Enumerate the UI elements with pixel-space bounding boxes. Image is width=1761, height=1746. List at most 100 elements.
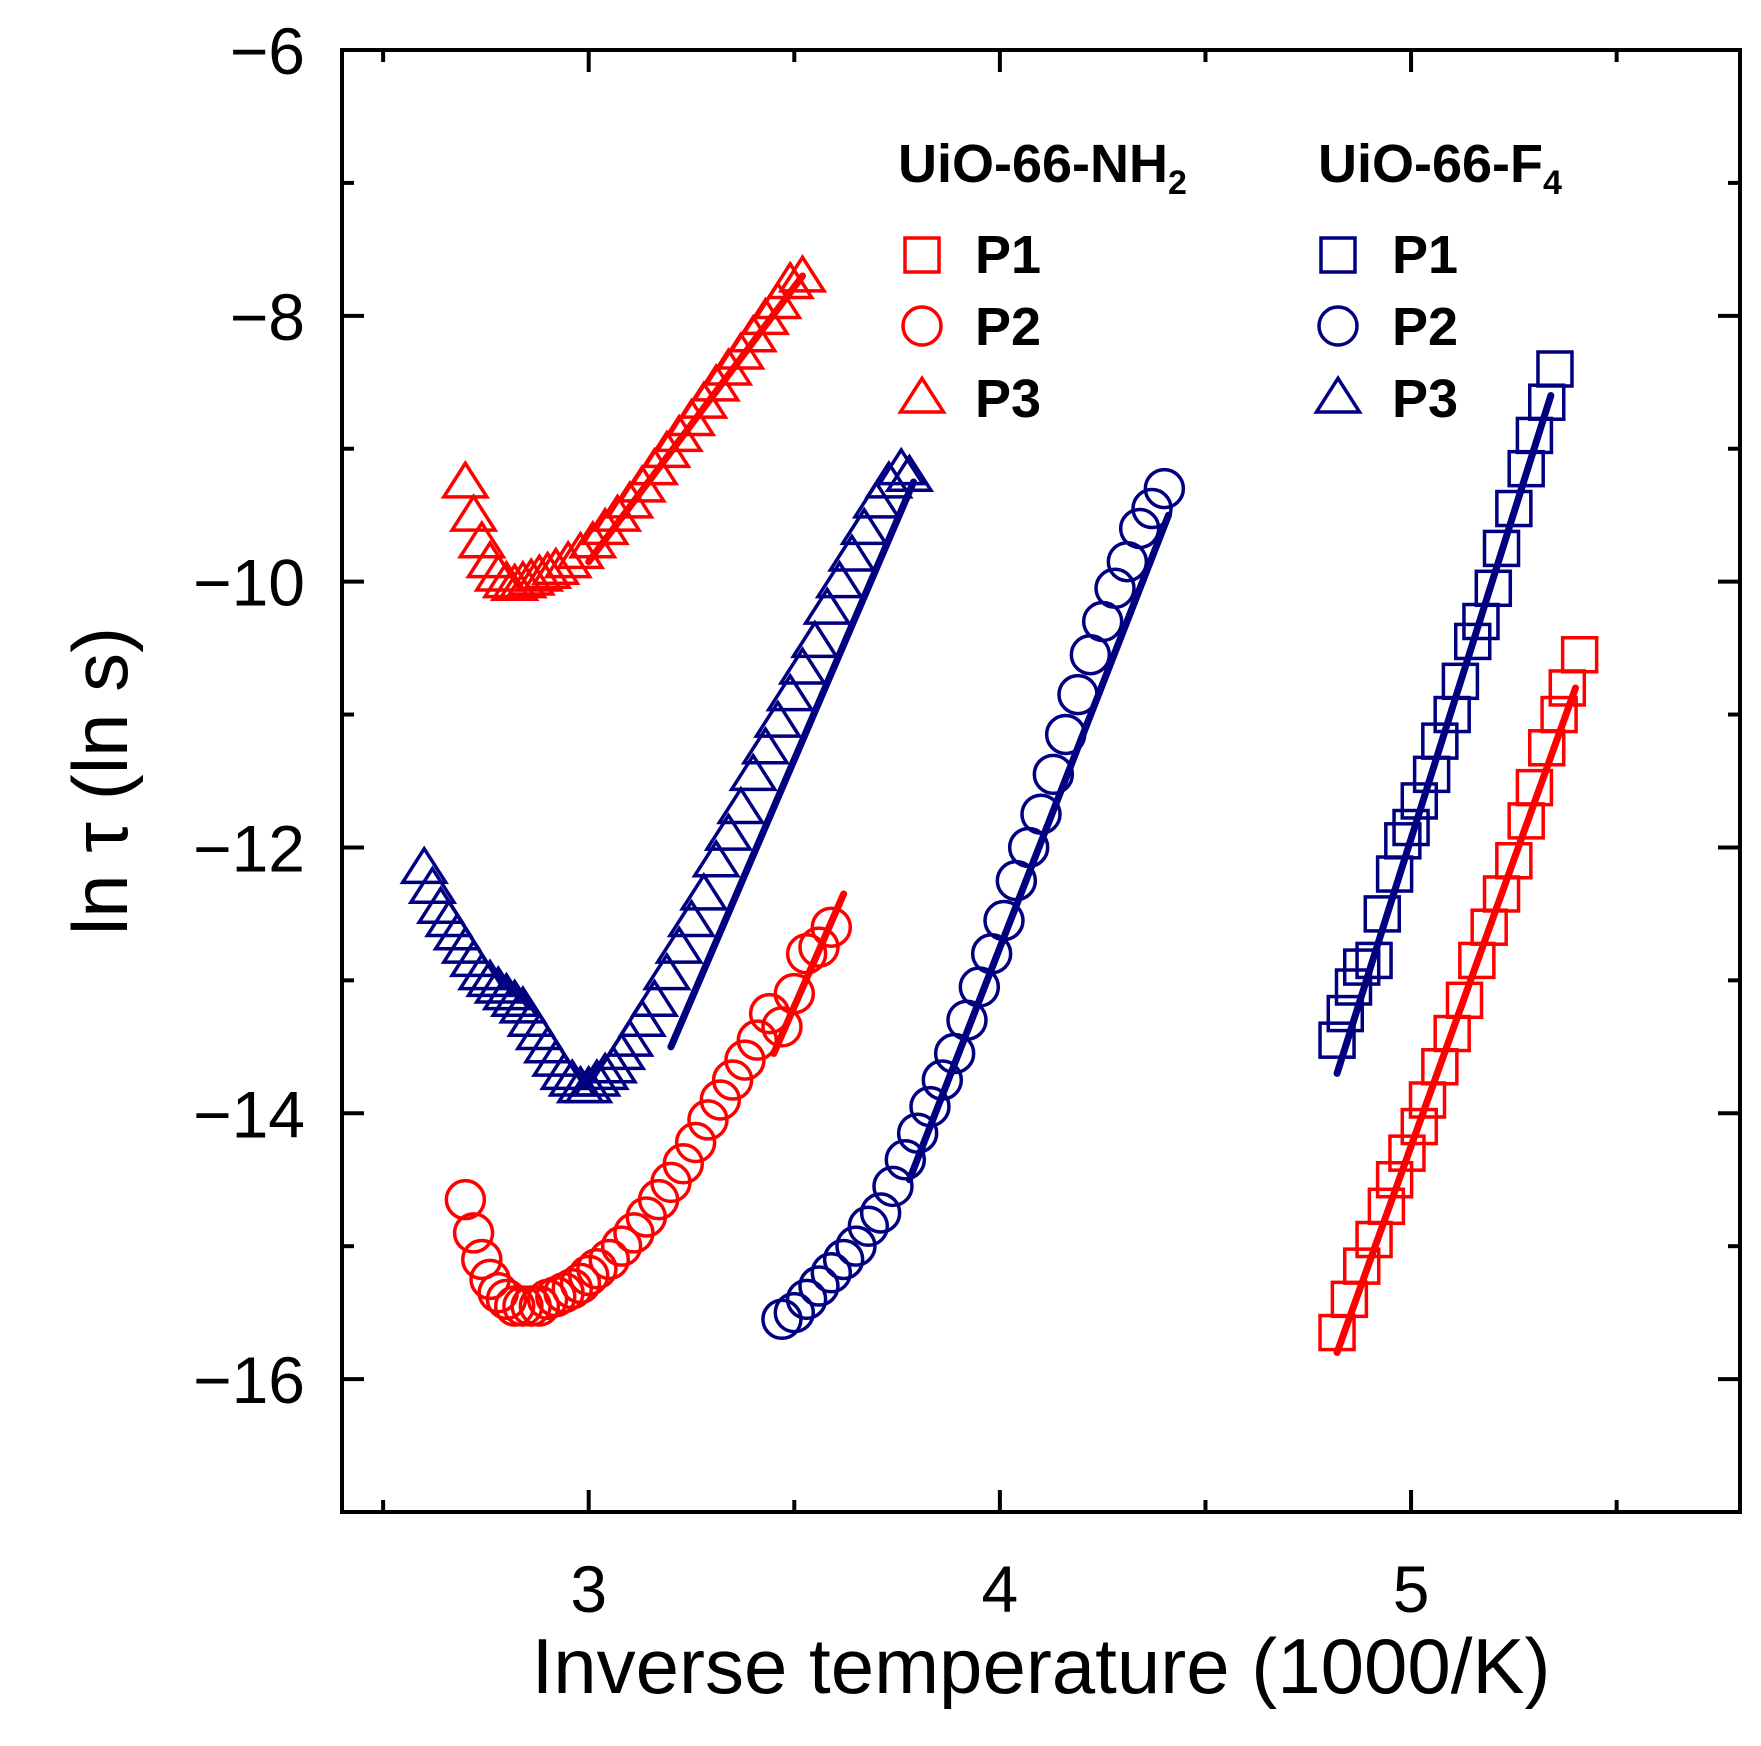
data-point <box>1400 782 1439 820</box>
data-point <box>1363 895 1402 933</box>
data-point <box>847 1205 890 1247</box>
data-point <box>1441 662 1480 701</box>
legend-marker <box>897 375 947 414</box>
data-point <box>790 619 840 659</box>
data-point <box>1118 507 1161 550</box>
data-point <box>872 1165 914 1208</box>
data-point <box>679 872 729 911</box>
data-point <box>572 1058 622 1097</box>
data-point <box>1392 808 1430 847</box>
fit-line <box>1333 684 1580 1357</box>
data-point <box>662 1143 705 1185</box>
data-point <box>835 1225 877 1267</box>
data-point <box>448 493 499 532</box>
data-point <box>489 562 540 602</box>
axis-tick-labels: 3 4 5 −6 −8 −10 −12 −14 −16 <box>193 14 1429 1626</box>
legend-markers <box>897 236 1363 414</box>
data-point <box>859 1192 902 1234</box>
data-point <box>736 1019 779 1061</box>
data-point <box>539 1051 589 1091</box>
data-point <box>1560 635 1599 674</box>
data-point <box>740 725 791 765</box>
y-tick-label: −14 <box>193 1077 305 1151</box>
x-tick-label: 5 <box>1393 1552 1430 1626</box>
y-tick-label: −6 <box>230 14 305 88</box>
data-point <box>444 1178 487 1221</box>
data-point <box>1367 1187 1406 1226</box>
data-point <box>568 519 618 559</box>
data-point <box>1044 713 1087 756</box>
data-markers <box>399 253 1599 1352</box>
data-point <box>559 1262 602 1305</box>
data-point <box>777 253 828 293</box>
data-point <box>465 958 515 998</box>
data-point <box>724 1039 766 1081</box>
data-point <box>921 1059 964 1101</box>
data-point <box>896 1112 939 1154</box>
data-point <box>461 1238 503 1281</box>
y-tick-label: −12 <box>193 811 305 885</box>
data-point <box>773 1291 816 1334</box>
data-point <box>1421 722 1459 760</box>
data-point <box>481 971 532 1011</box>
data-point <box>884 453 935 493</box>
legend-nh2-p1-label: P1 <box>975 225 1041 285</box>
legend-group-f4-title: UiO-66-F4 <box>1318 134 1562 202</box>
data-point <box>1334 968 1373 1006</box>
data-point <box>753 280 803 320</box>
data-point <box>440 460 491 499</box>
legend-group-nh2-name: UiO-66-NH <box>898 134 1168 194</box>
legend-group-f4-name: UiO-66-F <box>1318 134 1543 194</box>
data-point <box>580 506 630 546</box>
data-point <box>773 972 816 1015</box>
y-tick-label: −16 <box>193 1343 305 1417</box>
legend-marker <box>901 305 943 347</box>
data-point <box>876 446 926 486</box>
data-point <box>798 1265 840 1307</box>
data-point <box>1342 948 1381 986</box>
data-point <box>827 533 877 572</box>
legend-nh2-p3-label: P3 <box>975 369 1041 429</box>
data-point <box>1342 1247 1381 1285</box>
data-point <box>699 1079 742 1121</box>
data-point <box>798 926 840 968</box>
y-axis-title: ln τ (ln s) <box>56 627 144 935</box>
data-point <box>555 530 606 570</box>
data-point <box>654 925 704 964</box>
data-point <box>1495 841 1533 880</box>
data-point <box>1536 350 1574 388</box>
data-point <box>1384 822 1422 860</box>
data-point <box>1057 673 1099 716</box>
data-point <box>576 1248 618 1290</box>
data-point <box>457 951 507 991</box>
legend-group-nh2-subscript: 2 <box>1168 164 1187 202</box>
legend: UiO-66-NH2 UiO-66-F4 P1 P2 P3 P1 P2 P3 <box>897 134 1562 429</box>
data-point <box>1388 1134 1426 1172</box>
legend-marker <box>1313 375 1363 414</box>
data-point <box>687 1099 729 1141</box>
legend-marker <box>903 236 941 274</box>
data-point <box>765 260 815 300</box>
fit-line <box>667 478 918 1051</box>
y-tick-label: −10 <box>193 546 305 620</box>
x-tick-label: 4 <box>982 1552 1019 1626</box>
data-point <box>864 460 914 499</box>
data-point <box>884 1139 927 1181</box>
legend-f4-p2-label: P2 <box>1392 297 1458 357</box>
data-point <box>703 812 754 851</box>
data-point <box>592 493 643 532</box>
data-point <box>1131 487 1173 530</box>
data-point <box>580 1051 630 1091</box>
data-point <box>489 978 540 1018</box>
data-point <box>765 672 815 712</box>
data-point <box>588 1238 631 1281</box>
fit-line <box>905 511 1172 1184</box>
data-point <box>822 1238 865 1281</box>
legend-nh2-p2-label: P2 <box>975 297 1041 357</box>
x-tick-label: 3 <box>570 1552 607 1626</box>
data-point <box>522 550 573 590</box>
data-point <box>674 1121 717 1164</box>
data-point <box>1326 994 1365 1033</box>
data-point <box>1548 669 1587 707</box>
